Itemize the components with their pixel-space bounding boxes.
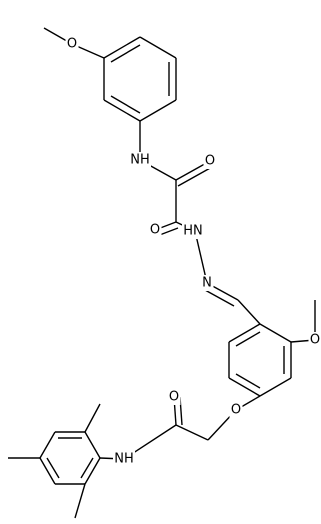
label-background — [182, 223, 204, 239]
atom-label: O — [67, 37, 77, 52]
label-background — [148, 222, 162, 238]
label-background — [308, 332, 321, 348]
atom-label: O — [169, 390, 179, 405]
atom-labels: O NH O O HN N O O O NH — [65, 36, 321, 467]
label-background — [200, 275, 214, 291]
label-background — [167, 389, 181, 405]
atom-label: NH — [114, 452, 134, 467]
atom-label: HN — [183, 224, 203, 239]
label-background — [65, 36, 79, 52]
atom-label: NH — [130, 153, 150, 168]
label-background — [203, 153, 217, 169]
atom-label: N — [202, 276, 212, 291]
label-background — [113, 451, 135, 467]
label-background — [129, 152, 151, 168]
atom-label: O — [205, 154, 215, 169]
label-background — [229, 402, 243, 418]
atom-label: O — [310, 333, 320, 348]
bonds — [8, 27, 316, 519]
atom-label: O — [231, 403, 241, 418]
atom-label: O — [150, 223, 160, 238]
